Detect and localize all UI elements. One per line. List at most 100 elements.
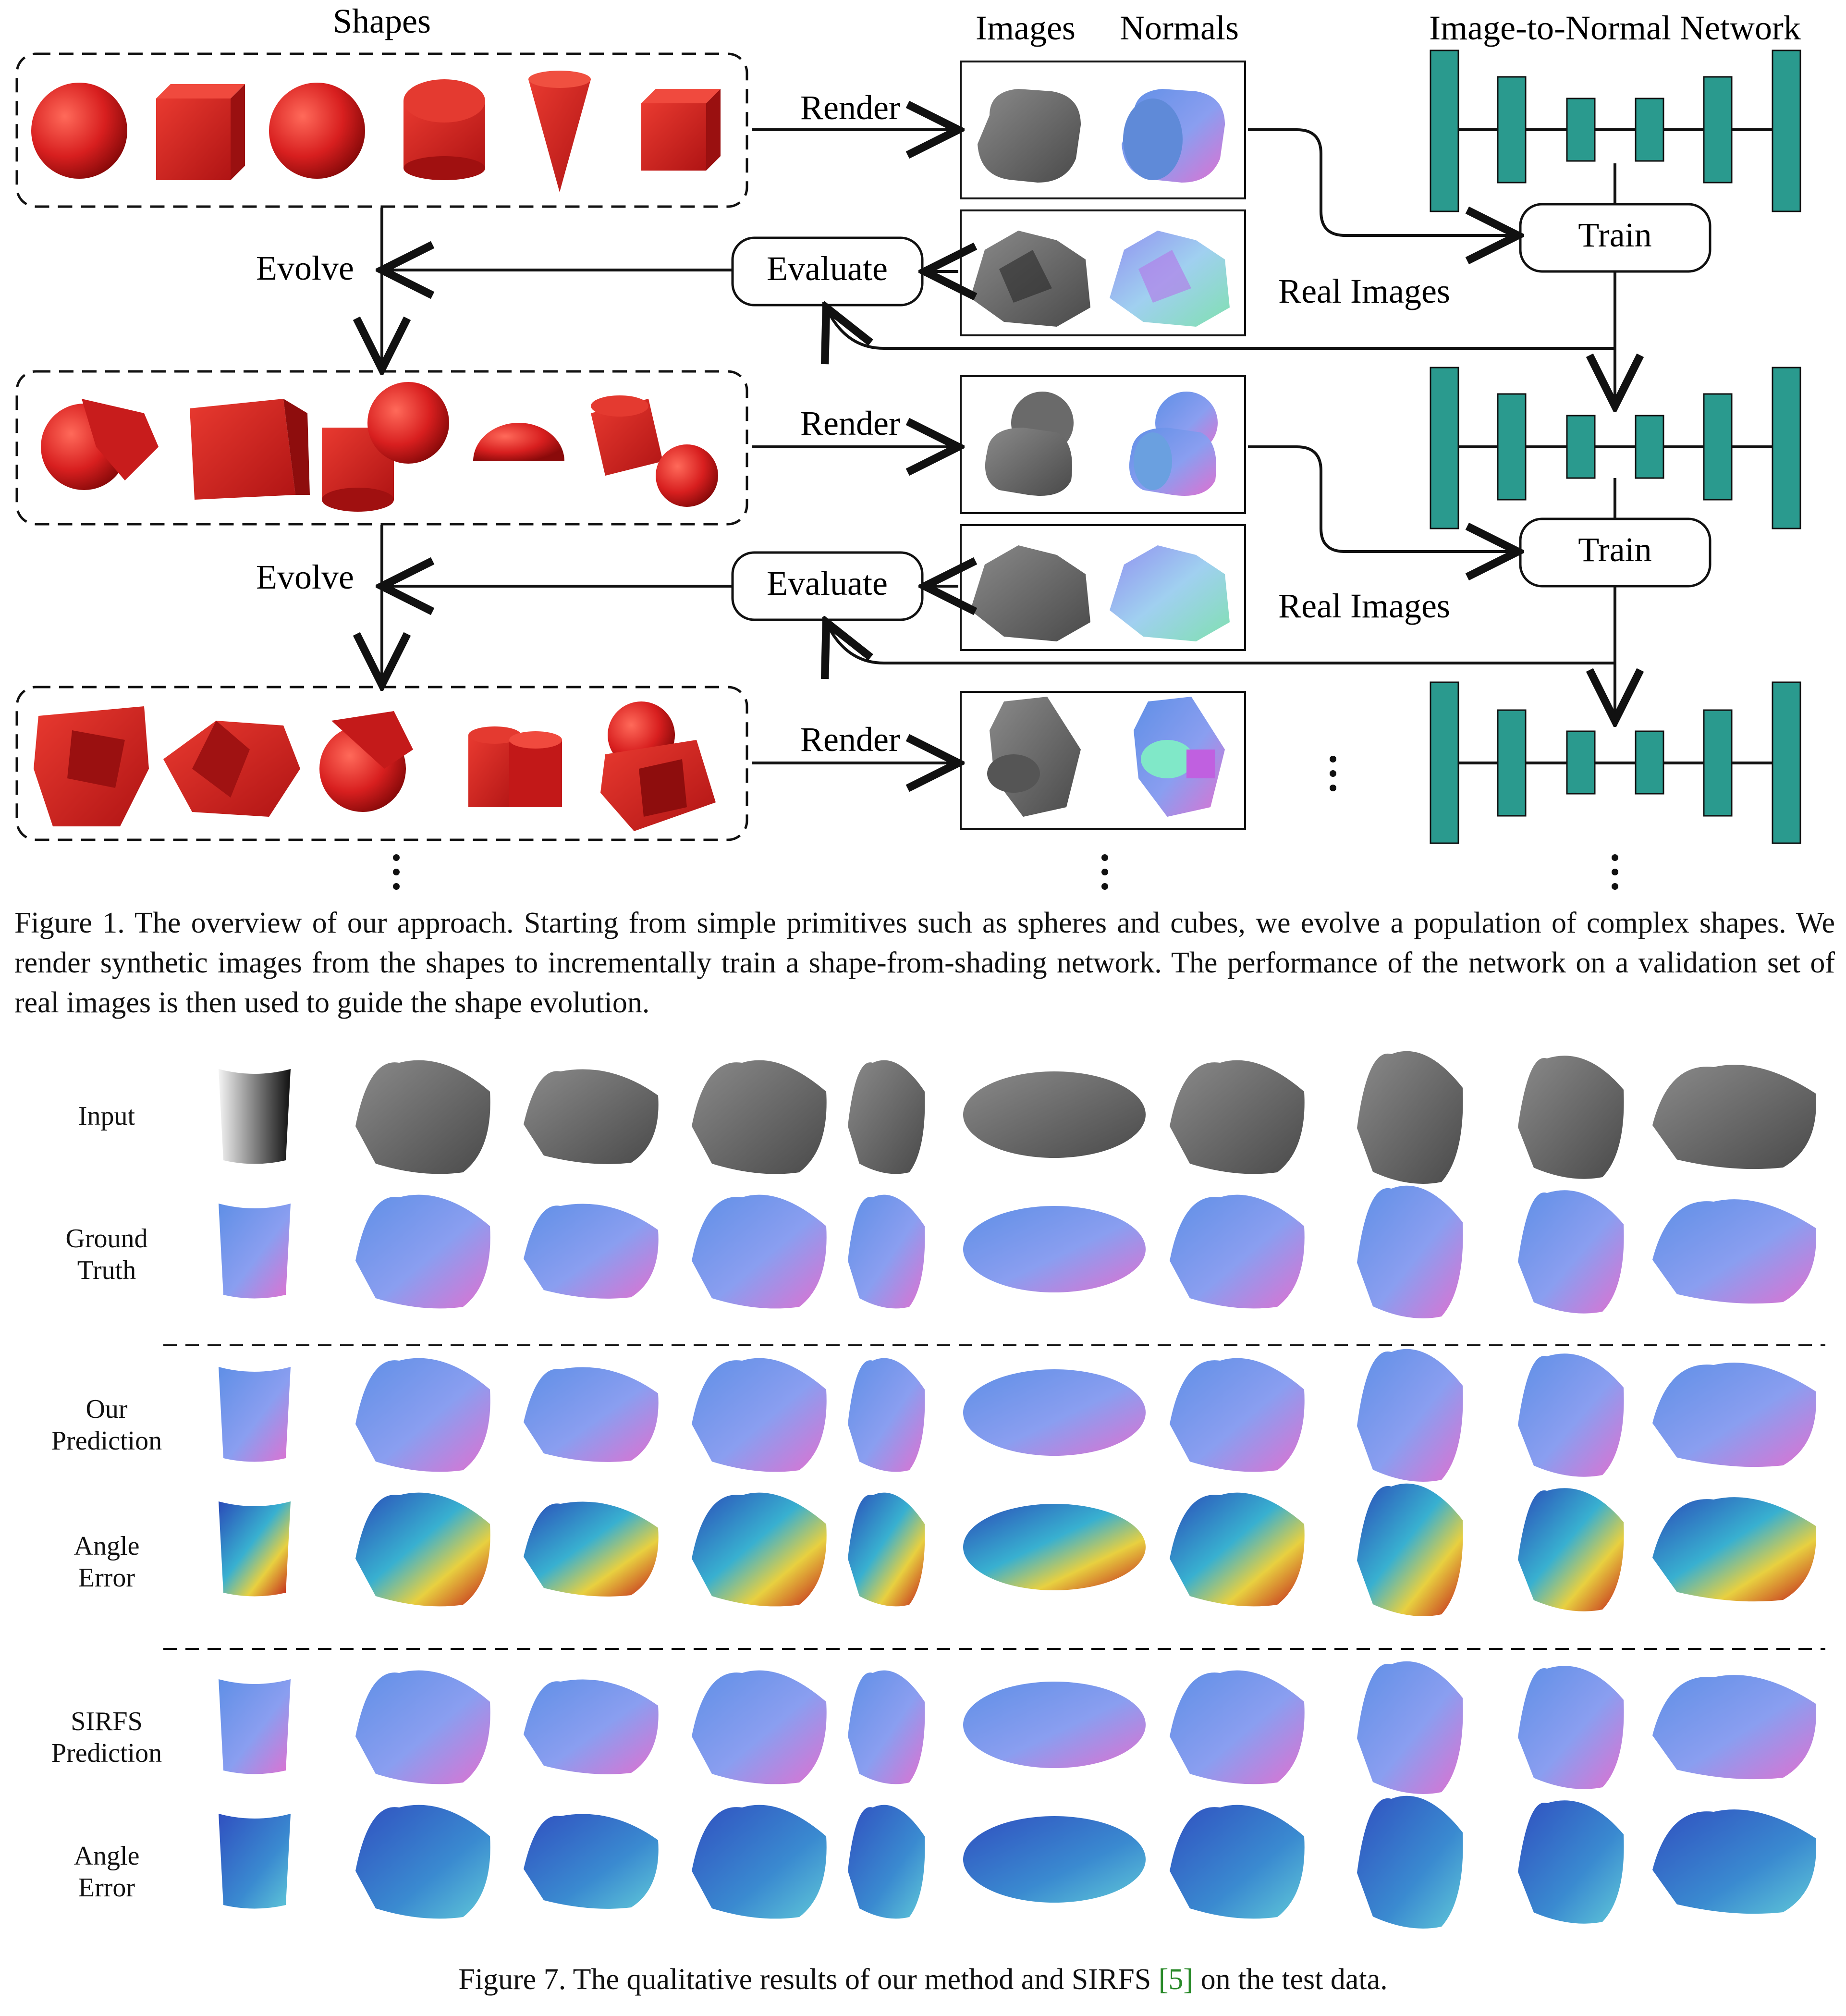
result-r4-c9 xyxy=(1518,1488,1624,1611)
shape-evolved-3-3 xyxy=(319,711,413,812)
shape-evolved-3-5 xyxy=(600,701,716,831)
shape-cube-1 xyxy=(156,84,245,180)
result-r3-c10 xyxy=(1652,1363,1816,1467)
citation-link[interactable]: [5] xyxy=(1158,1963,1194,1996)
result-r5-c1 xyxy=(219,1679,291,1774)
network-2 xyxy=(1430,367,1801,529)
result-r6-c9 xyxy=(1518,1800,1624,1924)
network-1 xyxy=(1430,49,1801,212)
shape-cube-2 xyxy=(641,89,721,171)
row-label-our-prediction: Our Prediction xyxy=(51,1394,162,1456)
row-label-angle-error-sirfs: Angle Error xyxy=(73,1841,140,1903)
header-images: Images xyxy=(976,9,1076,47)
render-label-2: Render xyxy=(800,404,900,443)
result-r2-c2 xyxy=(355,1194,490,1309)
result-r2-c10 xyxy=(1652,1199,1816,1304)
shape-evolved-2-4 xyxy=(473,423,564,461)
result-r4-c8 xyxy=(1357,1483,1463,1616)
shape-evolved-2-1 xyxy=(41,399,159,490)
result-r2-c1 xyxy=(219,1204,291,1299)
row-label-sirfs-prediction: SIRFS Prediction xyxy=(51,1707,162,1768)
shape-sphere-2 xyxy=(269,83,365,179)
shape-evolved-3-2 xyxy=(163,721,300,817)
result-r4-c7 xyxy=(1170,1492,1305,1607)
result-r5-c2 xyxy=(355,1670,490,1784)
shape-evolved-2-3 xyxy=(322,382,449,512)
rendered-image-3 xyxy=(987,697,1081,817)
result-r1-c6 xyxy=(963,1071,1146,1158)
continuation-dots-images xyxy=(1101,854,1108,890)
result-r1-c3 xyxy=(524,1069,659,1164)
results-grid xyxy=(219,1051,1816,1929)
figure-7-caption-suffix: on the test data. xyxy=(1193,1963,1388,1996)
row-label-angle-error-ours: Angle Error xyxy=(73,1531,140,1593)
result-r4-c1 xyxy=(219,1501,291,1597)
result-r4-c5 xyxy=(848,1492,925,1607)
result-r6-c10 xyxy=(1652,1809,1816,1914)
result-r5-c5 xyxy=(848,1670,925,1784)
result-r6-c1 xyxy=(219,1814,291,1909)
result-r5-c6 xyxy=(963,1682,1146,1768)
result-r5-c10 xyxy=(1652,1675,1816,1780)
result-r4-c2 xyxy=(355,1492,490,1607)
result-r4-c10 xyxy=(1652,1497,1816,1602)
shape-evolved-3-1 xyxy=(34,706,149,826)
result-r2-c8 xyxy=(1357,1185,1463,1318)
result-r5-c9 xyxy=(1518,1666,1624,1789)
real-normal-2 xyxy=(1110,545,1230,641)
real-images-label-2: Real Images xyxy=(1278,587,1450,625)
rendered-image-1 xyxy=(978,89,1081,183)
result-r5-c7 xyxy=(1170,1670,1305,1784)
real-normal-1 xyxy=(1110,231,1230,327)
evaluate-label-1: Evaluate xyxy=(767,249,888,288)
result-r1-c9 xyxy=(1518,1056,1624,1179)
normal-map-1 xyxy=(1122,89,1225,183)
real-images-label-1: Real Images xyxy=(1278,272,1450,310)
result-r2-c3 xyxy=(524,1204,659,1299)
normal-map-3 xyxy=(1134,697,1225,817)
result-r3-c3 xyxy=(524,1367,659,1462)
figure-1-caption: Figure 1. The overview of our approach. … xyxy=(14,907,1835,1019)
train-feedback-arrow-1 xyxy=(826,271,1616,348)
rendered-image-2 xyxy=(985,392,1074,496)
result-r3-c2 xyxy=(355,1358,490,1472)
render-label-1: Render xyxy=(800,88,900,127)
row-label-input: Input xyxy=(78,1101,135,1131)
train-label-1: Train xyxy=(1578,216,1651,254)
result-r1-c8 xyxy=(1357,1051,1463,1184)
result-r1-c5 xyxy=(848,1060,925,1174)
network-3 xyxy=(1430,681,1801,844)
train-label-2: Train xyxy=(1578,530,1651,569)
result-r6-c5 xyxy=(848,1805,925,1919)
shape-sphere-1 xyxy=(31,83,127,179)
shape-evolved-3-4 xyxy=(468,726,562,807)
continuation-dots-middle xyxy=(1330,756,1336,791)
shapes-box-gen-1 xyxy=(15,52,748,208)
real-image-2 xyxy=(970,545,1090,641)
real-image-1 xyxy=(970,231,1090,327)
result-r4-c3 xyxy=(524,1501,659,1597)
result-r3-c9 xyxy=(1518,1353,1624,1477)
result-r1-c4 xyxy=(692,1060,827,1174)
result-r1-c1 xyxy=(219,1069,291,1164)
result-r3-c6 xyxy=(963,1369,1146,1456)
continuation-dots-shapes xyxy=(393,854,400,890)
evaluate-label-2: Evaluate xyxy=(767,564,888,602)
render-label-3: Render xyxy=(800,720,900,759)
result-r5-c3 xyxy=(524,1679,659,1774)
result-r2-c5 xyxy=(848,1194,925,1309)
header-normals: Normals xyxy=(1120,9,1239,47)
result-r3-c1 xyxy=(219,1367,291,1462)
result-r4-c4 xyxy=(692,1492,827,1607)
normals-to-train-arrow-2 xyxy=(1248,445,1518,552)
result-r3-c4 xyxy=(692,1358,827,1472)
result-r6-c6 xyxy=(963,1816,1146,1903)
row-label-ground-truth: Ground Truth xyxy=(65,1224,148,1285)
result-r3-c8 xyxy=(1357,1349,1463,1482)
result-r2-c9 xyxy=(1518,1190,1624,1314)
result-r5-c8 xyxy=(1357,1661,1463,1794)
figure-7-caption-prefix: Figure 7. The qualitative results of our… xyxy=(458,1963,1159,1996)
result-r6-c7 xyxy=(1170,1805,1305,1919)
shape-cylinder xyxy=(403,79,485,180)
